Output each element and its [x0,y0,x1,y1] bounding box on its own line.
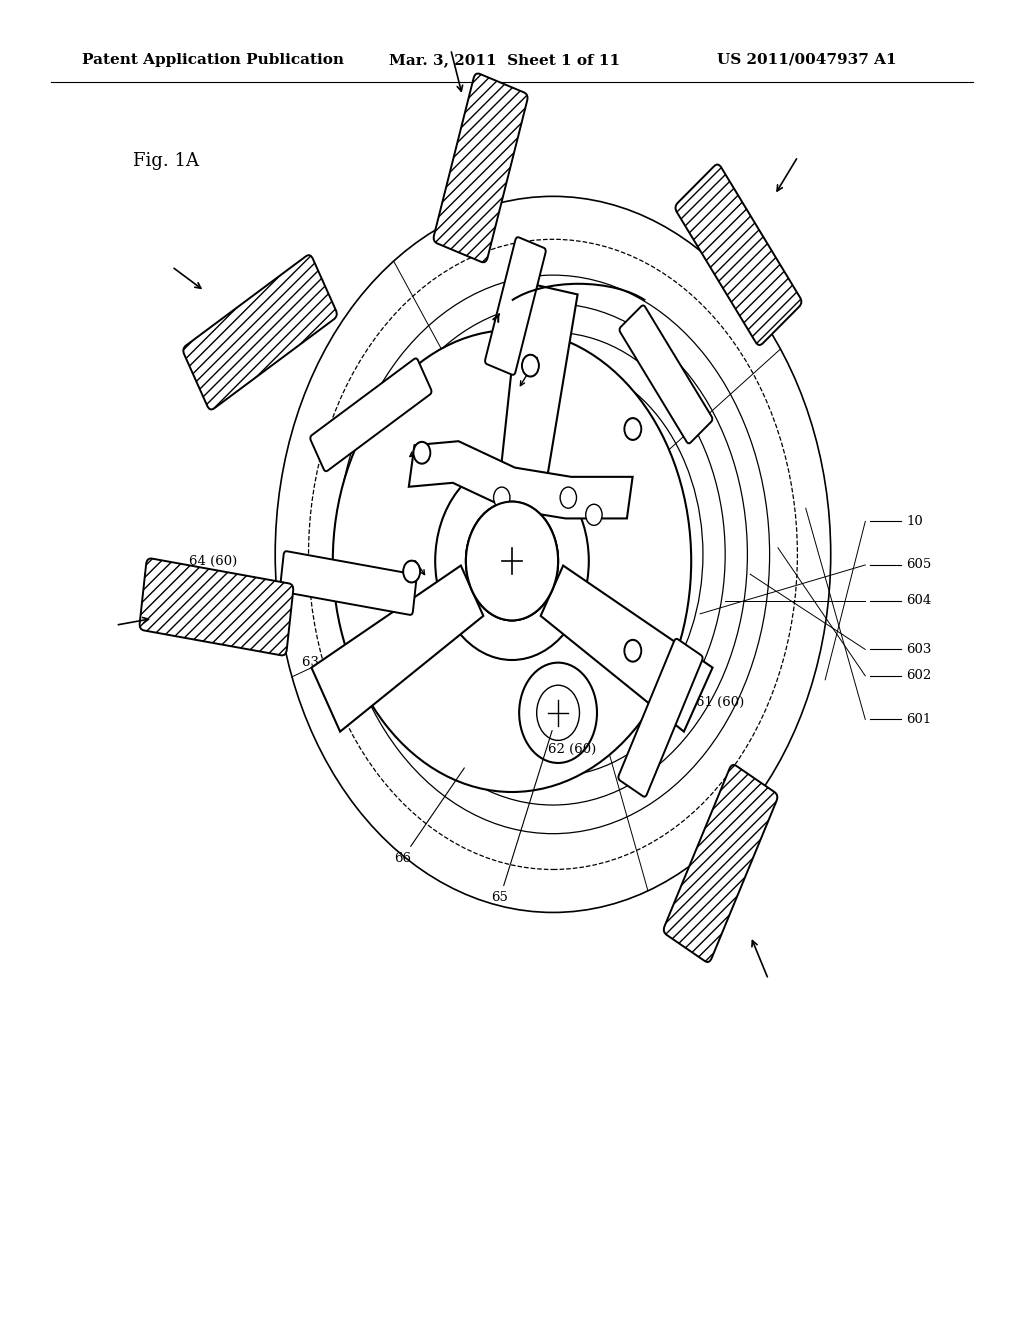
Text: 601: 601 [906,713,932,726]
Circle shape [414,441,431,465]
Text: 63 (60): 63 (60) [302,656,350,669]
Circle shape [466,502,558,620]
Circle shape [625,418,641,441]
Circle shape [519,663,597,763]
Circle shape [333,330,691,792]
Text: 61 (60): 61 (60) [696,696,744,709]
FancyBboxPatch shape [620,305,713,444]
Circle shape [466,502,558,620]
FancyBboxPatch shape [139,558,293,656]
Text: Patent Application Publication: Patent Application Publication [82,53,344,67]
Text: 66: 66 [394,768,464,865]
Text: 604: 604 [906,594,932,607]
Circle shape [625,418,641,440]
Polygon shape [409,441,633,519]
Polygon shape [498,281,578,508]
Text: 605: 605 [906,558,932,572]
Text: 64 (60): 64 (60) [189,554,238,568]
Circle shape [403,561,420,582]
Circle shape [403,560,421,583]
Polygon shape [541,565,713,731]
FancyBboxPatch shape [676,165,802,345]
FancyBboxPatch shape [618,639,702,797]
Circle shape [522,355,539,376]
FancyBboxPatch shape [664,764,777,962]
Circle shape [586,504,602,525]
Text: 10: 10 [906,515,923,528]
FancyBboxPatch shape [183,255,337,409]
Text: Fig. 1A: Fig. 1A [133,152,199,170]
Circle shape [466,502,558,620]
FancyBboxPatch shape [310,359,431,471]
FancyBboxPatch shape [485,238,546,375]
Text: Mar. 3, 2011  Sheet 1 of 11: Mar. 3, 2011 Sheet 1 of 11 [389,53,621,67]
Text: 65: 65 [492,730,552,904]
Circle shape [435,462,589,660]
Circle shape [494,487,510,508]
Text: US 2011/0047937 A1: US 2011/0047937 A1 [717,53,896,67]
Circle shape [560,487,577,508]
Circle shape [625,640,641,661]
Text: 62 (60): 62 (60) [548,743,596,756]
Polygon shape [311,565,483,731]
Text: 603: 603 [906,643,932,656]
FancyBboxPatch shape [433,74,527,263]
Circle shape [522,354,539,378]
Text: 602: 602 [906,669,932,682]
Circle shape [625,639,641,663]
FancyBboxPatch shape [280,552,417,615]
Circle shape [414,442,430,463]
